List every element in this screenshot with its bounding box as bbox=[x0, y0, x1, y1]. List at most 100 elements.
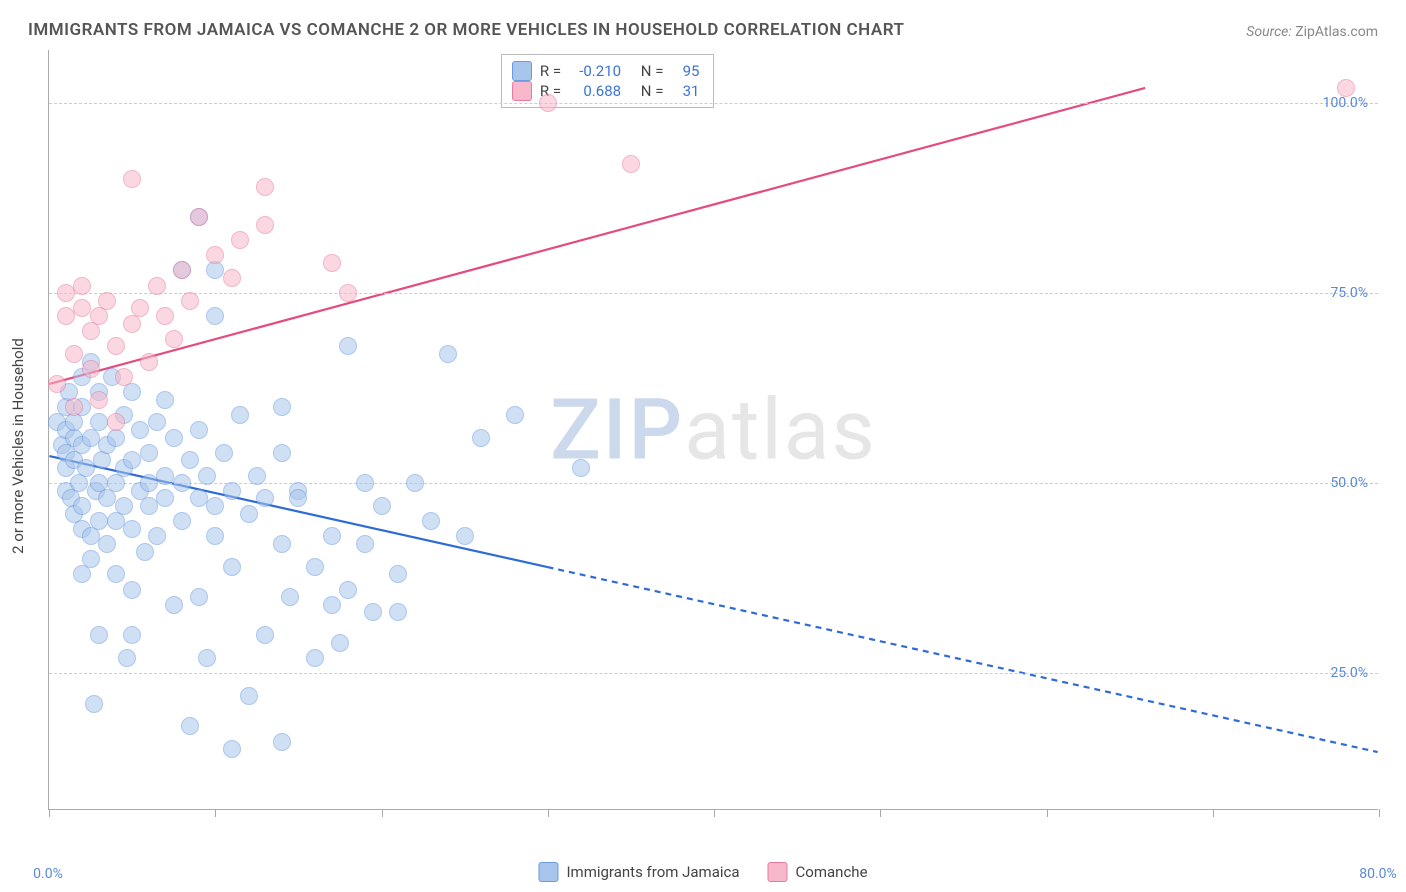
x-tick-label: 0.0% bbox=[33, 866, 63, 882]
x-tick bbox=[548, 809, 549, 817]
data-point bbox=[156, 489, 174, 507]
legend-swatch-series2 bbox=[768, 862, 788, 882]
data-point bbox=[198, 467, 216, 485]
y-tick-label: 100.0% bbox=[1323, 95, 1368, 111]
legend-label-series2: Comanche bbox=[796, 863, 868, 881]
data-point bbox=[140, 497, 158, 515]
gridline bbox=[49, 673, 1378, 674]
data-point bbox=[98, 292, 116, 310]
chart-title: IMMIGRANTS FROM JAMAICA VS COMANCHE 2 OR… bbox=[28, 20, 904, 40]
data-point bbox=[190, 208, 208, 226]
data-point bbox=[140, 474, 158, 492]
x-tick bbox=[1213, 809, 1214, 817]
data-point bbox=[173, 512, 191, 530]
data-point bbox=[240, 505, 258, 523]
data-point bbox=[140, 353, 158, 371]
data-point bbox=[107, 413, 125, 431]
x-tick bbox=[1047, 809, 1048, 817]
data-point bbox=[90, 626, 108, 644]
data-point bbox=[472, 429, 490, 447]
data-point bbox=[90, 413, 108, 431]
data-point bbox=[140, 444, 158, 462]
data-point bbox=[281, 588, 299, 606]
data-point bbox=[77, 459, 95, 477]
legend-swatch-series1 bbox=[538, 862, 558, 882]
data-point bbox=[98, 535, 116, 553]
data-point bbox=[506, 406, 524, 424]
data-point bbox=[389, 603, 407, 621]
data-point bbox=[223, 558, 241, 576]
data-point bbox=[339, 581, 357, 599]
y-axis-title: 2 or more Vehicles in Household bbox=[9, 338, 27, 554]
data-point bbox=[90, 391, 108, 409]
data-point bbox=[306, 649, 324, 667]
data-point bbox=[231, 231, 249, 249]
data-point bbox=[339, 337, 357, 355]
data-point bbox=[57, 307, 75, 325]
stat-r-value-1: -0.210 bbox=[569, 62, 621, 80]
x-tick bbox=[215, 809, 216, 817]
x-tick bbox=[714, 809, 715, 817]
data-point bbox=[131, 299, 149, 317]
data-point bbox=[323, 527, 341, 545]
data-point bbox=[165, 429, 183, 447]
data-point bbox=[422, 512, 440, 530]
legend-item-series1: Immigrants from Jamaica bbox=[538, 862, 739, 882]
data-point bbox=[156, 391, 174, 409]
watermark-part1: ZIP bbox=[550, 380, 684, 479]
data-point bbox=[323, 254, 341, 272]
x-tick bbox=[880, 809, 881, 817]
gridline bbox=[49, 293, 1378, 294]
data-point bbox=[123, 170, 141, 188]
data-point bbox=[65, 398, 83, 416]
data-point bbox=[1337, 79, 1355, 97]
stats-row-series1: R = -0.210 N = 95 bbox=[512, 61, 700, 81]
data-point bbox=[156, 307, 174, 325]
data-point bbox=[223, 482, 241, 500]
data-point bbox=[273, 444, 291, 462]
data-point bbox=[173, 261, 191, 279]
stats-legend-box: R = -0.210 N = 95 R = 0.688 N = 31 bbox=[501, 54, 715, 108]
x-tick bbox=[49, 809, 50, 817]
x-tick bbox=[1379, 809, 1380, 817]
data-point bbox=[190, 489, 208, 507]
data-point bbox=[148, 413, 166, 431]
data-point bbox=[123, 383, 141, 401]
data-point bbox=[223, 740, 241, 758]
data-point bbox=[148, 527, 166, 545]
data-point bbox=[118, 649, 136, 667]
watermark-part2: atlas bbox=[684, 380, 877, 479]
data-point bbox=[622, 155, 640, 173]
stat-n-label: N = bbox=[641, 62, 664, 80]
x-tick bbox=[382, 809, 383, 817]
stat-n-value-2: 31 bbox=[671, 82, 699, 100]
data-point bbox=[156, 467, 174, 485]
data-point bbox=[356, 535, 374, 553]
data-point bbox=[107, 337, 125, 355]
data-point bbox=[256, 216, 274, 234]
data-point bbox=[107, 565, 125, 583]
data-point bbox=[273, 733, 291, 751]
data-point bbox=[198, 649, 216, 667]
data-point bbox=[273, 398, 291, 416]
data-point bbox=[173, 474, 191, 492]
data-point bbox=[190, 588, 208, 606]
data-point bbox=[323, 596, 341, 614]
data-point bbox=[115, 497, 133, 515]
watermark: ZIPatlas bbox=[550, 380, 877, 479]
data-point bbox=[215, 444, 233, 462]
stat-n-label: N = bbox=[641, 82, 664, 100]
data-point bbox=[181, 451, 199, 469]
y-tick-label: 75.0% bbox=[1330, 285, 1368, 301]
data-point bbox=[439, 345, 457, 363]
data-point bbox=[90, 512, 108, 530]
data-point bbox=[339, 284, 357, 302]
data-point bbox=[256, 626, 274, 644]
data-point bbox=[73, 497, 91, 515]
data-point bbox=[223, 269, 241, 287]
data-point bbox=[48, 375, 66, 393]
data-point bbox=[73, 299, 91, 317]
data-point bbox=[165, 596, 183, 614]
data-point bbox=[123, 581, 141, 599]
bottom-legend: Immigrants from Jamaica Comanche bbox=[538, 862, 867, 882]
